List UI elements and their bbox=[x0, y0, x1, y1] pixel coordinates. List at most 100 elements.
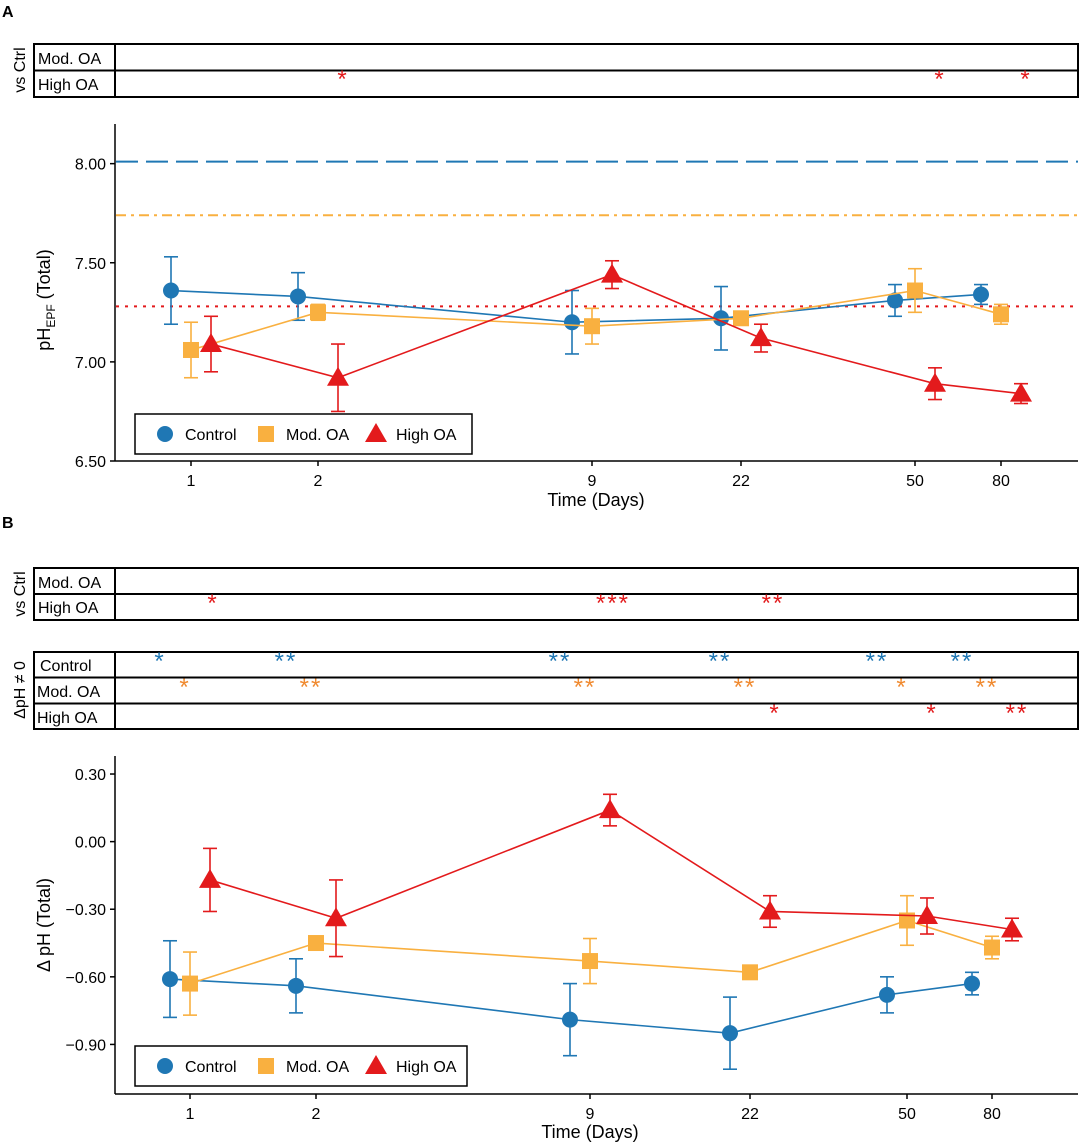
y-tick-label: 0.30 bbox=[75, 767, 106, 784]
significance-stars: * bbox=[154, 648, 165, 675]
y-tick-label: −0.90 bbox=[66, 1037, 107, 1054]
sig-row-label: Mod. OA bbox=[38, 575, 101, 592]
data-point-high_oa bbox=[916, 904, 938, 924]
panel-a-plot: 6.50 7.00 7.50 8.00 1 2 9 22 50 80 Time (Days) p… bbox=[34, 124, 1078, 510]
data-point-high_oa bbox=[599, 799, 621, 819]
y-axis-label-tail: (Total) bbox=[34, 249, 54, 304]
legend-frame bbox=[134, 1045, 468, 1087]
data-point-high_oa bbox=[1010, 382, 1032, 402]
data-point-control bbox=[288, 977, 304, 994]
significance-stars: ** bbox=[549, 648, 572, 675]
significance-stars: ** bbox=[275, 648, 298, 675]
legend-frame bbox=[134, 413, 473, 455]
y-tick-label: −0.60 bbox=[66, 970, 107, 987]
data-point-control bbox=[879, 986, 895, 1003]
series-mod_oa bbox=[182, 894, 1000, 1016]
x-axis-label: Time (Days) bbox=[541, 1122, 638, 1142]
panel-b-dph-table: Control Mod. OA High OA ΔpH ≠ 0 * ** ** ** *… bbox=[12, 648, 1079, 730]
significance-stars: * bbox=[1020, 66, 1031, 93]
data-point-mod_oa bbox=[584, 318, 600, 335]
data-point-high_oa bbox=[327, 366, 349, 386]
x-tick-label: 1 bbox=[186, 1106, 195, 1123]
significance-stars: ** bbox=[300, 674, 323, 701]
data-point-mod_oa bbox=[182, 975, 198, 992]
panel-b-dph-stars: * ** ** ** ** *** ** ** ** * *** * ** bbox=[154, 648, 1029, 727]
panel-b-sig-table: Mod. OA High OA vs Ctrl * *** ** bbox=[12, 567, 1079, 621]
data-point-mod_oa bbox=[993, 306, 1009, 323]
legend-label-high_oa: High OA bbox=[396, 427, 457, 444]
data-point-high_oa bbox=[200, 333, 222, 353]
dph-label: ΔpH ≠ 0 bbox=[12, 661, 29, 719]
sig-row-label: High OA bbox=[38, 77, 99, 94]
x-tick-label: 9 bbox=[586, 1106, 595, 1123]
y-tick-label: 8.00 bbox=[75, 157, 106, 174]
data-point-control bbox=[964, 975, 980, 992]
series-high_oa bbox=[200, 259, 1032, 413]
data-point-mod_oa bbox=[907, 282, 923, 299]
data-point-control bbox=[887, 292, 903, 309]
significance-stars: * bbox=[926, 700, 937, 727]
data-point-control bbox=[163, 282, 179, 299]
legend: Control Mod. OA High OA bbox=[134, 413, 473, 455]
series-control bbox=[162, 939, 980, 1071]
data-point-mod_oa bbox=[984, 939, 1000, 956]
y-tick-label: 0.00 bbox=[75, 835, 106, 852]
data-point-control bbox=[290, 288, 306, 305]
x-tick-label: 9 bbox=[588, 473, 597, 490]
significance-stars: ** bbox=[1006, 700, 1029, 727]
significance-stars: ** bbox=[734, 674, 757, 701]
data-point-high_oa bbox=[750, 327, 772, 347]
data-point-mod_oa bbox=[310, 304, 326, 321]
legend-marker-control bbox=[157, 426, 173, 442]
dph-table-frame bbox=[33, 651, 1079, 730]
series-group bbox=[163, 256, 1032, 413]
significance-stars: ** bbox=[709, 648, 732, 675]
series-line-mod_oa bbox=[189, 919, 993, 985]
panel-a-sig-table: Mod. OA High OA vs Ctrl * * * bbox=[12, 43, 1079, 98]
data-point-mod_oa bbox=[183, 341, 199, 358]
legend-label-mod_oa: Mod. OA bbox=[286, 427, 349, 444]
significance-stars: ** bbox=[866, 648, 889, 675]
y-ticks: 6.50 7.00 7.50 8.00 bbox=[75, 157, 115, 471]
data-point-mod_oa bbox=[582, 953, 598, 970]
series-line-mod_oa bbox=[190, 289, 1002, 351]
legend-label-control: Control bbox=[185, 1059, 237, 1076]
series-control bbox=[163, 256, 989, 355]
significance-stars: * bbox=[896, 674, 907, 701]
data-point-high_oa bbox=[759, 900, 781, 920]
panel-a-sig-stars: * * * bbox=[337, 66, 1031, 93]
x-tick-label: 22 bbox=[741, 1106, 759, 1123]
legend-marker-control bbox=[157, 1058, 173, 1074]
legend-marker-high_oa bbox=[365, 1055, 387, 1074]
series-line-control bbox=[169, 978, 973, 1034]
panel-b-label: B bbox=[2, 515, 14, 532]
significance-stars: * bbox=[179, 674, 190, 701]
x-ticks: 1 2 9 22 50 80 bbox=[186, 1094, 1001, 1123]
x-tick-label: 50 bbox=[898, 1106, 916, 1123]
data-point-mod_oa bbox=[733, 310, 749, 327]
vs-ctrl-label: vs Ctrl bbox=[12, 571, 29, 616]
legend-marker-high_oa bbox=[365, 423, 387, 442]
data-point-control bbox=[162, 971, 178, 988]
significance-stars: * bbox=[934, 66, 945, 93]
data-point-mod_oa bbox=[899, 912, 915, 929]
panel-b-sig-stars: * *** ** bbox=[207, 590, 782, 617]
data-point-control bbox=[722, 1025, 738, 1042]
legend-label-control: Control bbox=[185, 427, 237, 444]
significance-stars: ** bbox=[574, 674, 597, 701]
y-axis-label: pHEPF (Total) bbox=[34, 249, 58, 350]
data-point-high_oa bbox=[325, 907, 347, 927]
x-tick-label: 2 bbox=[312, 1106, 321, 1123]
x-tick-label: 22 bbox=[732, 473, 750, 490]
series-line-high_oa bbox=[210, 273, 1022, 395]
y-tick-label: −0.30 bbox=[66, 902, 107, 919]
data-point-control bbox=[562, 1011, 578, 1028]
y-tick-label: 7.50 bbox=[75, 256, 106, 273]
data-point-control bbox=[564, 314, 580, 331]
dph-row-label: High OA bbox=[37, 710, 98, 727]
significance-stars: ** bbox=[976, 674, 999, 701]
series-group bbox=[162, 793, 1023, 1071]
sig-row-label: High OA bbox=[38, 600, 99, 617]
data-point-mod_oa bbox=[308, 935, 324, 952]
